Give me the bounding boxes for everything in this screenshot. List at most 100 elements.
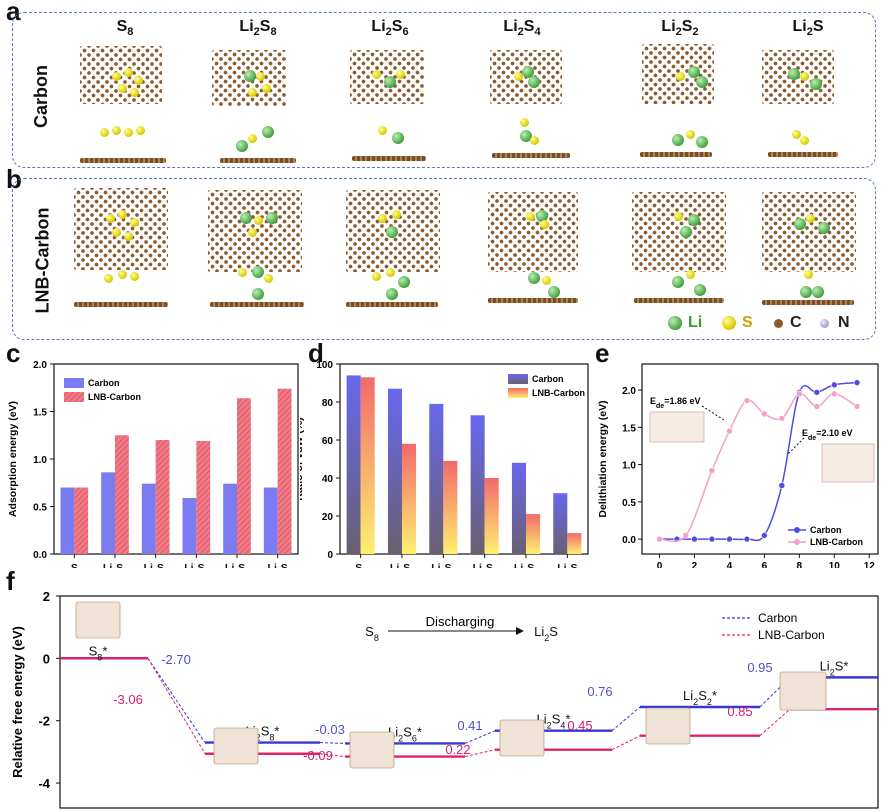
data-point xyxy=(726,535,733,543)
annotation-label-carbon: Ede=2.10 eV xyxy=(802,428,852,442)
li-atom xyxy=(384,76,396,88)
bar xyxy=(387,388,402,554)
x-tick-label: 4 xyxy=(727,561,733,568)
species-label: S8* xyxy=(89,643,108,662)
data-point xyxy=(778,482,786,489)
s-atom xyxy=(106,214,115,223)
s-atom xyxy=(130,218,139,227)
inset-structure xyxy=(499,719,545,757)
s-atom xyxy=(676,72,685,81)
s-atom xyxy=(800,72,809,81)
legend-marker xyxy=(794,539,800,545)
plot-frame xyxy=(59,595,879,809)
y-tick-label: 1.0 xyxy=(33,455,47,466)
s-atom xyxy=(136,126,145,135)
legend-label: LNB-Carbon xyxy=(810,537,863,547)
x-tick-label: Li2S xyxy=(268,562,288,568)
carbon-sheet-side-view xyxy=(220,158,296,163)
step-energy-label: 0.45 xyxy=(567,718,592,733)
data-point xyxy=(726,427,733,435)
plot-frame xyxy=(339,363,589,555)
annotation-arrow-head xyxy=(516,627,524,635)
li-atom xyxy=(398,276,410,288)
li-atom xyxy=(680,226,692,238)
li-atom xyxy=(548,286,560,298)
s-atom xyxy=(112,228,121,237)
c-atom-icon xyxy=(774,319,783,328)
delithiation-energy-chart: 0.00.51.01.52.0024681012Reaction Coordin… xyxy=(597,363,879,568)
lnb-carbon-structures-box xyxy=(12,178,876,340)
annotation-arrow-label: Discharging xyxy=(426,614,495,629)
legend-label: Carbon xyxy=(758,611,797,625)
bar xyxy=(101,472,115,554)
li-atom xyxy=(266,212,278,224)
y-tick-label: -4 xyxy=(38,776,50,791)
s-atom xyxy=(396,70,405,79)
data-point xyxy=(708,535,716,543)
s-atom xyxy=(130,272,139,281)
legend-s-label: S xyxy=(742,314,753,331)
data-point xyxy=(691,535,698,543)
transition-line xyxy=(319,753,346,758)
bar xyxy=(484,478,499,554)
data-point xyxy=(656,535,663,543)
x-tick-label: Li2S4 xyxy=(184,562,208,568)
s-atom xyxy=(514,72,523,81)
bar xyxy=(511,462,526,554)
s-atom xyxy=(124,232,133,241)
legend-label: Carbon xyxy=(810,525,842,535)
legend-label: LNB-Carbon xyxy=(88,392,141,402)
y-tick-label: 2 xyxy=(43,589,50,604)
li-atom xyxy=(386,288,398,300)
step-energy-label: -0.09 xyxy=(303,748,333,763)
legend-li-label: Li xyxy=(688,314,703,331)
y-tick-label: 60 xyxy=(322,436,334,447)
s-atom-icon xyxy=(722,316,736,330)
s-atom xyxy=(118,210,127,219)
y-axis-label: Relative free energy (eV) xyxy=(10,626,25,778)
annotation-end: Li2S xyxy=(534,624,558,643)
s-atom xyxy=(256,72,265,81)
legend-swatch xyxy=(64,378,84,388)
y-tick-label: 0.0 xyxy=(33,550,47,561)
li-atom xyxy=(392,132,404,144)
s-atom xyxy=(248,88,257,97)
s-atom xyxy=(526,212,535,221)
bar xyxy=(263,487,278,554)
bar xyxy=(443,460,458,554)
data-point xyxy=(761,410,768,418)
bar xyxy=(237,398,251,554)
structure-title: Li2S6 xyxy=(371,18,409,39)
step-energy-label: 0.22 xyxy=(445,742,470,757)
y-tick-label: 1.0 xyxy=(622,461,636,472)
lnb-carbon-lattice-top-view xyxy=(762,192,856,272)
s-atom xyxy=(372,272,381,281)
annotation-label-lnb: Ede=1.86 eV xyxy=(650,396,700,410)
s-atom xyxy=(118,84,127,93)
row-label-carbon: Carbon xyxy=(31,65,51,128)
s-atom xyxy=(134,76,143,85)
s-atom xyxy=(264,274,273,283)
step-energy-label: -0.03 xyxy=(315,722,345,737)
y-axis-label: Delithiation energy (eV) xyxy=(597,400,609,517)
lnb-carbon-lattice-top-view xyxy=(632,192,726,272)
bar xyxy=(141,483,156,554)
y-tick-label: -2 xyxy=(38,714,50,729)
li-atom xyxy=(252,288,264,300)
inset-structure xyxy=(75,601,121,639)
carbon-lattice-top-view xyxy=(80,46,162,104)
li-atom xyxy=(240,212,252,224)
y-tick-label: 20 xyxy=(322,512,334,523)
data-point xyxy=(761,532,768,539)
li-atom xyxy=(522,66,534,78)
bar xyxy=(346,375,361,554)
annotation-leader xyxy=(701,405,725,421)
lnb-carbon-sheet-side-view xyxy=(210,302,304,307)
bar xyxy=(526,514,541,554)
li-atom xyxy=(818,222,830,234)
transition-line xyxy=(464,749,496,758)
li-atom xyxy=(536,210,548,222)
lnb-carbon-sheet-side-view xyxy=(74,302,168,307)
li-atom xyxy=(794,218,806,230)
step-energy-label: 0.41 xyxy=(457,718,482,733)
